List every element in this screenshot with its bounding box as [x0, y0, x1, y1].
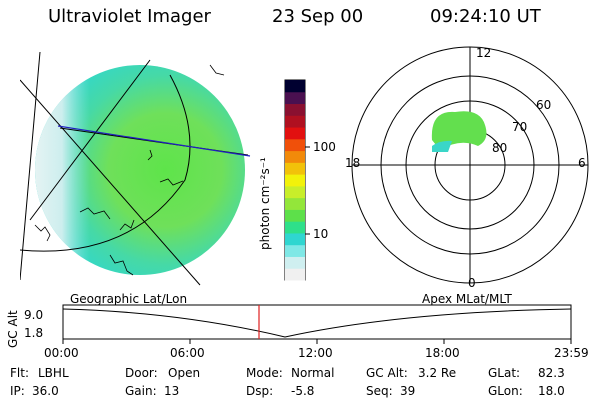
colorbar-cell: [285, 138, 305, 152]
seq-label: Seq:: [366, 384, 393, 398]
colorbar-cell: [285, 185, 305, 199]
colorbar-cell: [285, 127, 305, 140]
glon-value: 18.0: [538, 384, 565, 398]
earth-image: [20, 51, 251, 286]
colorbar-cell: [285, 80, 305, 93]
timeline-ytick-high: 9.0: [24, 308, 44, 322]
colorbar-cell: [285, 209, 305, 222]
colorbar-cell: [285, 150, 305, 163]
lat-label-80: 80: [492, 141, 508, 155]
mlt-label-18: 18: [345, 156, 361, 170]
time-label: 09:24:10 UT: [430, 6, 541, 27]
mode-value: Normal: [291, 366, 335, 380]
door-label: Door:: [125, 366, 158, 380]
flt-value: LBHL: [38, 366, 69, 380]
lat-label-60: 60: [536, 98, 552, 112]
colorbar-cell: [285, 197, 305, 210]
colorbar-cell: [285, 232, 305, 246]
colorbar-cell: [285, 256, 305, 269]
colorbar-tick-100: 100: [313, 140, 336, 154]
mlt-label-12: 12: [476, 46, 492, 60]
colorbar-unit-label: photon cm⁻²s⁻¹: [258, 157, 272, 250]
colorbar-cell: [285, 115, 305, 128]
timeline-panel: [62, 304, 572, 344]
date-label: 23 Sep 00: [272, 6, 364, 27]
ip-value: 36.0: [32, 384, 59, 398]
colorbar-cell: [285, 221, 305, 234]
colorbar-cell: [285, 162, 305, 175]
instrument-title: Ultraviolet Imager: [48, 6, 211, 27]
glon-label: GLon:: [488, 384, 523, 398]
timeline-xtick-0000: 00:00: [44, 346, 79, 360]
colorbar-tick-10: 10: [313, 227, 329, 241]
colorbar-cell: [285, 268, 305, 281]
door-value: Open: [168, 366, 201, 380]
colorbar-cell: [285, 244, 305, 257]
glat-label: GLat:: [488, 366, 521, 380]
gcalt-value: 3.2 Re: [418, 366, 457, 380]
mlt-label-6: 6: [578, 156, 586, 170]
timeline-axis-label: GC Alt: [6, 310, 20, 348]
gcalt-label: GC Alt:: [366, 366, 408, 380]
flt-label: Flt:: [10, 366, 29, 380]
polar-plot: [351, 46, 589, 284]
gain-value: 13: [164, 384, 180, 398]
timeline-xtick-2359: 23:59: [554, 346, 589, 360]
mode-label: Mode:: [246, 366, 283, 380]
dsp-label: Dsp:: [246, 384, 274, 398]
timeline-right-title: Apex MLat/MLT: [422, 292, 512, 306]
dsp-value: -5.8: [291, 384, 315, 398]
glat-value: 82.3: [538, 366, 565, 380]
timeline-xtick-1800: 18:00: [425, 346, 460, 360]
mlt-label-0: 0: [468, 276, 476, 290]
coastline-traces: [34, 64, 225, 276]
timeline-ytick-low: 1.8: [24, 326, 44, 340]
seq-value: 39: [400, 384, 416, 398]
timeline-left-title: Geographic Lat/Lon: [70, 292, 188, 306]
gain-label: Gain:: [125, 384, 157, 398]
lat-label-70: 70: [512, 120, 528, 134]
colorbar-cell: [285, 103, 305, 116]
timeline-xtick-1200: 12:00: [298, 346, 333, 360]
colorbar: [284, 79, 310, 281]
colorbar-cell: [285, 91, 305, 105]
timeline-xtick-0600: 06:00: [170, 346, 205, 360]
colorbar-cell: [285, 174, 305, 187]
ip-label: IP:: [10, 384, 25, 398]
